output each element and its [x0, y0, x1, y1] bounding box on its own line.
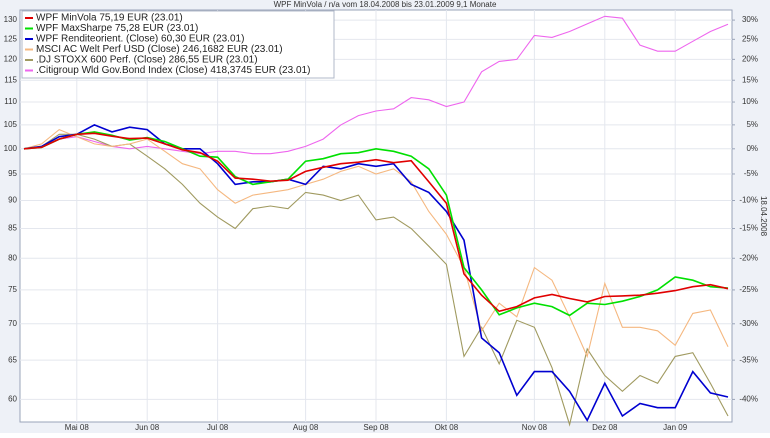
series-line	[23, 124, 729, 422]
y2-tick-label: -5%	[744, 169, 758, 178]
y2-tick-label: 5%	[746, 120, 758, 129]
y-tick-label: 70	[8, 319, 17, 328]
series-line	[23, 132, 729, 313]
legend-label: .DJ STOXX 600 Perf. (Close) 286,55 EUR (…	[36, 55, 258, 66]
y-tick-label: 60	[8, 395, 17, 404]
y2-tick-label: 30%	[742, 15, 758, 24]
y-tick-label: 100	[4, 144, 18, 153]
legend-label: WPF Renditeorient. (Close) 60,30 EUR (23…	[36, 34, 244, 45]
y-tick-label: 80	[8, 253, 17, 262]
y2-tick-label: 0%	[746, 144, 758, 153]
y-tick-label: 105	[4, 120, 18, 129]
y2-tick-label: 20%	[742, 54, 758, 63]
y2-tick-label: -25%	[739, 285, 758, 294]
x-tick-label: Jan 09	[663, 423, 688, 432]
y2-axis-label: 18.04.2008	[759, 196, 768, 237]
legend: WPF MinVola 75,19 EUR (23.01)WPF MaxShar…	[21, 10, 335, 79]
chart-title: WPF MinVola / n/a vom 18.04.2008 bis 23.…	[274, 0, 497, 9]
x-tick-label: Mai 08	[65, 423, 90, 432]
y2-tick-label: -35%	[739, 355, 758, 364]
y-tick-label: 85	[8, 224, 17, 233]
legend-label: WPF MinVola 75,19 EUR (23.01)	[36, 13, 183, 24]
legend-label: MSCI AC Welt Perf USD (Close) 246,1682 E…	[36, 44, 283, 55]
x-tick-label: Sep 08	[363, 423, 389, 432]
x-tick-label: Jul 08	[207, 423, 229, 432]
x-tick-label: Jun 08	[135, 423, 160, 432]
legend-label: WPF MaxSharpe 75,28 EUR (23.01)	[36, 23, 198, 34]
y2-tick-label: 10%	[742, 97, 758, 106]
series-line	[23, 133, 729, 427]
y-tick-label: 75	[8, 285, 17, 294]
y-tick-label: 90	[8, 196, 17, 205]
y2-tick-label: 25%	[742, 34, 758, 43]
x-tick-label: Nov 08	[522, 423, 548, 432]
y-tick-label: 110	[4, 97, 17, 106]
y2-tick-label: -15%	[739, 224, 758, 233]
legend-label: .Citigroup Wld Gov.Bond Index (Close) 41…	[36, 65, 310, 76]
y2-tick-label: 15%	[742, 75, 758, 84]
legend-box	[21, 10, 335, 79]
y-tick-label: 65	[8, 355, 17, 364]
y-tick-label: 115	[4, 75, 17, 84]
x-tick-label: Aug 08	[293, 423, 319, 432]
x-tick-label: Okt 08	[435, 423, 459, 432]
series-line	[23, 15, 729, 155]
y-tick-label: 95	[8, 169, 17, 178]
y2-tick-label: -10%	[739, 196, 758, 205]
y2-tick-label: -40%	[739, 395, 758, 404]
y-tick-label: 130	[4, 15, 18, 24]
x-tick-label: Dez 08	[592, 423, 618, 432]
y2-tick-label: -30%	[739, 319, 758, 328]
series-line	[23, 128, 729, 359]
y-tick-label: 125	[4, 34, 18, 43]
y2-tick-label: -20%	[739, 253, 758, 262]
y-tick-label: 120	[4, 54, 18, 63]
